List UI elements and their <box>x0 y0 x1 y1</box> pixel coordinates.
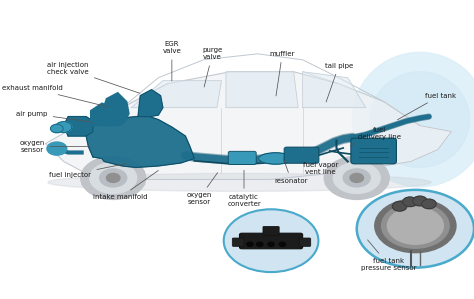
Circle shape <box>357 190 474 268</box>
Circle shape <box>55 122 72 132</box>
Circle shape <box>224 209 319 272</box>
FancyBboxPatch shape <box>228 151 256 164</box>
Circle shape <box>256 242 263 246</box>
Ellipse shape <box>82 178 145 190</box>
Circle shape <box>268 242 274 246</box>
Polygon shape <box>64 117 93 136</box>
Polygon shape <box>131 81 221 108</box>
Text: tail pipe: tail pipe <box>325 63 353 102</box>
Circle shape <box>343 169 370 187</box>
Ellipse shape <box>370 72 469 167</box>
Text: resonator: resonator <box>274 158 308 184</box>
Ellipse shape <box>259 153 292 164</box>
Circle shape <box>422 199 436 209</box>
Circle shape <box>279 242 285 246</box>
Ellipse shape <box>352 52 474 187</box>
Ellipse shape <box>325 178 388 190</box>
Circle shape <box>413 196 427 206</box>
FancyBboxPatch shape <box>284 147 319 163</box>
Text: oxygen
sensor: oxygen sensor <box>186 173 218 205</box>
Text: air injection
check valve: air injection check valve <box>47 62 140 93</box>
Polygon shape <box>91 103 118 126</box>
Circle shape <box>403 197 417 207</box>
FancyBboxPatch shape <box>263 226 279 236</box>
Text: fuel tank: fuel tank <box>398 93 456 120</box>
Circle shape <box>246 242 253 246</box>
Circle shape <box>107 173 120 182</box>
Text: fuel vapor
vent line: fuel vapor vent line <box>303 155 338 176</box>
Circle shape <box>51 124 63 133</box>
Text: EGR
valve: EGR valve <box>163 41 181 81</box>
Ellipse shape <box>48 173 431 191</box>
Text: purge
valve: purge valve <box>202 47 223 87</box>
FancyBboxPatch shape <box>232 238 244 246</box>
Text: oxygen
sensor: oxygen sensor <box>19 140 90 153</box>
FancyBboxPatch shape <box>351 138 396 164</box>
Text: muffler: muffler <box>270 51 295 96</box>
Circle shape <box>100 169 127 187</box>
Polygon shape <box>138 90 163 117</box>
Text: fuel tank
pressure sensor: fuel tank pressure sensor <box>361 240 416 271</box>
Circle shape <box>392 202 407 211</box>
Polygon shape <box>102 93 129 126</box>
Polygon shape <box>86 117 194 167</box>
Text: fuel injector: fuel injector <box>49 164 126 178</box>
Circle shape <box>81 156 146 199</box>
Circle shape <box>333 162 380 193</box>
Circle shape <box>324 156 389 199</box>
Circle shape <box>387 207 443 244</box>
Text: air pump: air pump <box>17 111 92 122</box>
Text: exhaust manifold: exhaust manifold <box>2 85 108 107</box>
Polygon shape <box>226 72 298 108</box>
Circle shape <box>375 199 456 253</box>
Circle shape <box>90 162 137 193</box>
Polygon shape <box>302 72 366 108</box>
FancyBboxPatch shape <box>299 238 311 246</box>
Circle shape <box>350 173 364 182</box>
Circle shape <box>382 203 449 248</box>
Text: intake manifold: intake manifold <box>93 170 158 200</box>
Text: catalytic
converter: catalytic converter <box>227 170 261 207</box>
Text: fuel
delivery line: fuel delivery line <box>350 126 401 145</box>
Polygon shape <box>46 72 451 179</box>
Circle shape <box>47 142 67 155</box>
FancyBboxPatch shape <box>239 233 302 249</box>
